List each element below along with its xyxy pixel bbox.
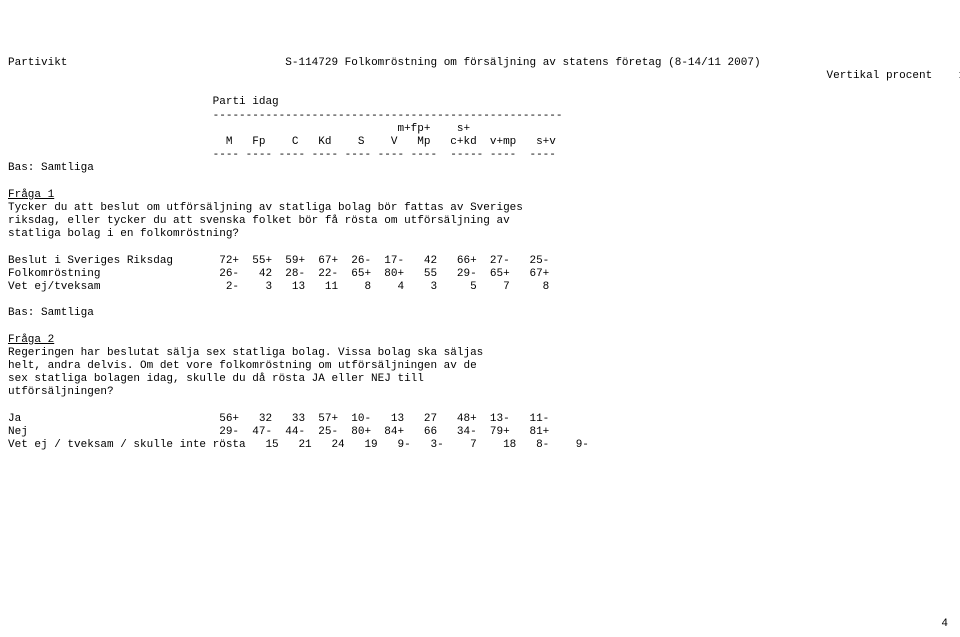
fraga2-text1: Regeringen har beslutat sälja sex statli… <box>8 347 483 359</box>
fraga2-text4: utförsäljningen? <box>8 386 114 398</box>
left-label: Partivikt <box>8 57 67 69</box>
fraga2-rows: Ja 56+ 32 33 57+ 10- 13 27 48+ 13- 11- N… <box>8 413 589 451</box>
base-label-2: Bas: Samtliga <box>8 307 94 319</box>
fraga2-text3: sex statliga bolagen idag, skulle du då … <box>8 373 424 385</box>
page-content: Partivikt S-114729 Folkomröstning om för… <box>0 53 960 453</box>
header-row2: M Fp C Kd S V Mp c+kd v+mp s+v <box>8 136 556 148</box>
fraga1-text1: Tycker du att beslut om utförsäljning av… <box>8 202 523 214</box>
parti-idag-label: Parti idag <box>213 96 279 108</box>
fraga2-text2: helt, andra delvis. Om det vore folkomrö… <box>8 360 477 372</box>
fraga2-label: Fråga 2 <box>8 334 54 346</box>
right-label: Vertikal procent <box>827 70 933 82</box>
fraga1-label: Fråga 1 <box>8 189 54 201</box>
title: S-114729 Folkomröstning om försäljning a… <box>285 57 760 69</box>
header-underline: ---- ---- ---- ---- ---- ---- ---- -----… <box>8 149 556 161</box>
sep-line: ----------------------------------------… <box>213 110 563 122</box>
fraga1-text3: statliga bolag i en folkomröstning? <box>8 228 239 240</box>
page-number: 4 <box>941 618 948 631</box>
base-label: Bas: Samtliga <box>8 162 94 174</box>
header-row1: m+fp+ s+ <box>8 123 470 135</box>
fraga1-rows: Beslut i Sveriges Riksdag 72+ 55+ 59+ 67… <box>8 255 549 293</box>
fraga1-text2: riksdag, eller tycker du att svenska fol… <box>8 215 510 227</box>
